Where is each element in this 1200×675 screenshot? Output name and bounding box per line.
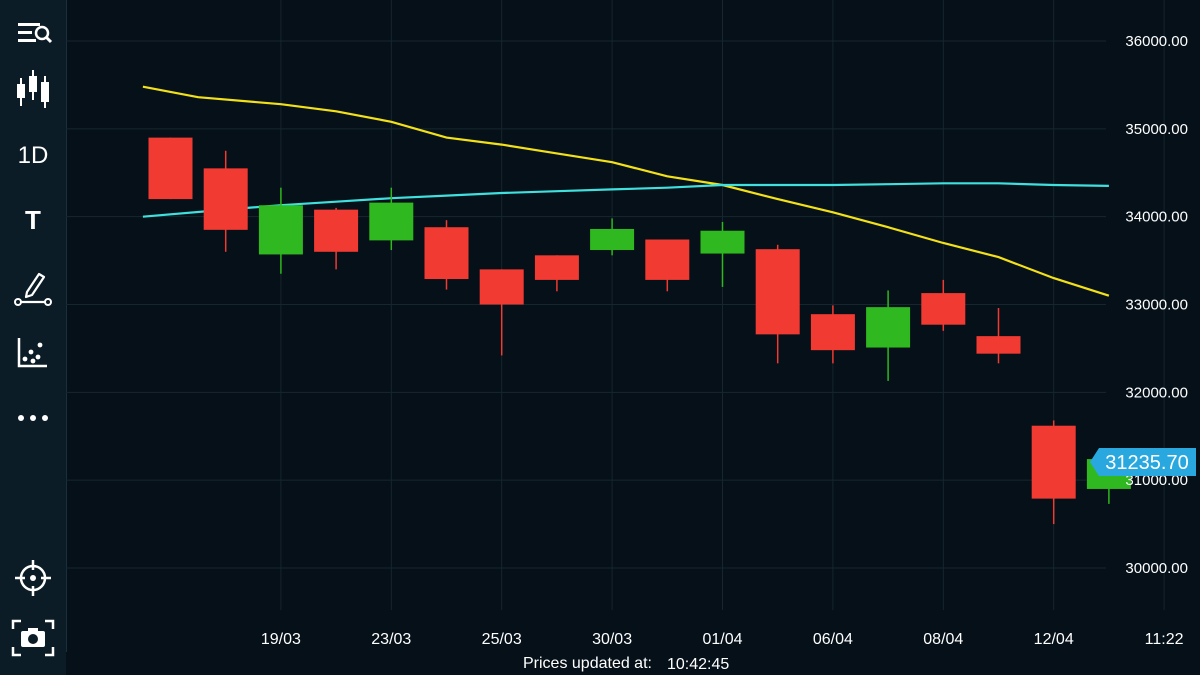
candle-body <box>976 336 1021 354</box>
candle-body <box>810 314 855 351</box>
y-axis-tick-label: 31000.00 <box>1125 472 1188 489</box>
candle <box>369 187 414 251</box>
candle <box>479 269 524 356</box>
candle-body <box>921 293 966 325</box>
candlestick-icon[interactable] <box>0 62 66 114</box>
candle <box>534 255 579 292</box>
y-axis-tick-label: 33000.00 <box>1125 297 1188 314</box>
candle <box>921 279 966 331</box>
candle <box>424 220 469 290</box>
chart-area[interactable]: 36000.00 35000.00 34000.00 33000.00 32000.00… <box>66 0 1200 652</box>
y-axis-tick-label: 34000.00 <box>1125 209 1188 226</box>
y-axis-tick-label: 35000.00 <box>1125 121 1188 138</box>
candle <box>590 218 635 256</box>
prices-updated-label: Prices updated at: <box>523 655 652 672</box>
x-axis-tick-label: 01/04 <box>702 631 742 648</box>
menu-search-icon[interactable] <box>0 8 66 60</box>
candle <box>976 308 1021 364</box>
candle-body <box>424 227 469 280</box>
current-price-badge: 31235.70 <box>1090 448 1196 476</box>
candle-body <box>203 168 248 230</box>
moving-average-line-2 <box>142 182 1109 218</box>
candle <box>203 150 248 252</box>
text-tool-button[interactable]: T <box>0 194 66 246</box>
x-axis-tick-label: 11:22 <box>1145 631 1184 648</box>
text-tool-label: T <box>25 204 41 235</box>
candle-body <box>148 137 193 200</box>
more-icon[interactable] <box>0 392 66 444</box>
x-axis-tick-label: 30/03 <box>592 631 632 648</box>
x-axis-tick-label: 06/04 <box>813 631 853 648</box>
candle-body <box>590 228 635 251</box>
candle-body <box>479 269 524 305</box>
current-price-badge-shape: 31235.70 <box>1090 448 1196 476</box>
candle <box>866 290 911 381</box>
x-axis-tick-label: 25/03 <box>482 631 522 648</box>
candle-body <box>755 249 800 335</box>
candle <box>755 244 800 364</box>
timeframe-button[interactable]: 1D <box>0 130 66 182</box>
x-axis-tick-label: 08/04 <box>923 631 963 648</box>
candle-body <box>700 230 745 254</box>
candle-body <box>258 205 303 255</box>
candle-body <box>314 209 359 252</box>
screenshot-icon[interactable] <box>0 612 66 664</box>
candle-body <box>369 202 414 241</box>
candle-body <box>1031 425 1076 499</box>
candle <box>258 187 303 274</box>
candle-body <box>866 307 911 348</box>
candlestick-chart[interactable]: 36000.00 35000.00 34000.00 33000.00 32000.00… <box>66 0 1200 652</box>
candle <box>1031 420 1076 525</box>
moving-average-line-1 <box>142 85 1110 297</box>
indicators-icon[interactable] <box>0 326 66 378</box>
candle <box>645 239 690 292</box>
y-axis-tick-label: 36000.00 <box>1125 33 1188 50</box>
draw-tool-icon[interactable] <box>0 260 66 312</box>
candle-body <box>534 255 579 280</box>
candle <box>314 207 359 270</box>
x-axis-tick-label: 12/04 <box>1034 631 1074 648</box>
current-price-label: 31235.70 <box>1105 452 1188 474</box>
x-axis-tick-label: 19/03 <box>261 631 301 648</box>
timeframe-label: 1D <box>17 142 49 169</box>
candle <box>700 221 745 287</box>
x-axis-tick-label: 23/03 <box>371 631 411 648</box>
y-axis-tick-label: 32000.00 <box>1125 384 1188 401</box>
prices-updated-time: 10:42:45 <box>667 656 730 673</box>
tool-sidebar: 1D T <box>0 0 67 675</box>
candle-body <box>645 239 690 280</box>
candle <box>810 305 855 364</box>
status-footer: Prices updated at: 10:42:45 <box>66 652 1200 675</box>
y-axis-tick-label: 30000.00 <box>1125 560 1188 577</box>
crosshair-icon[interactable] <box>0 552 66 604</box>
candle <box>148 137 193 200</box>
